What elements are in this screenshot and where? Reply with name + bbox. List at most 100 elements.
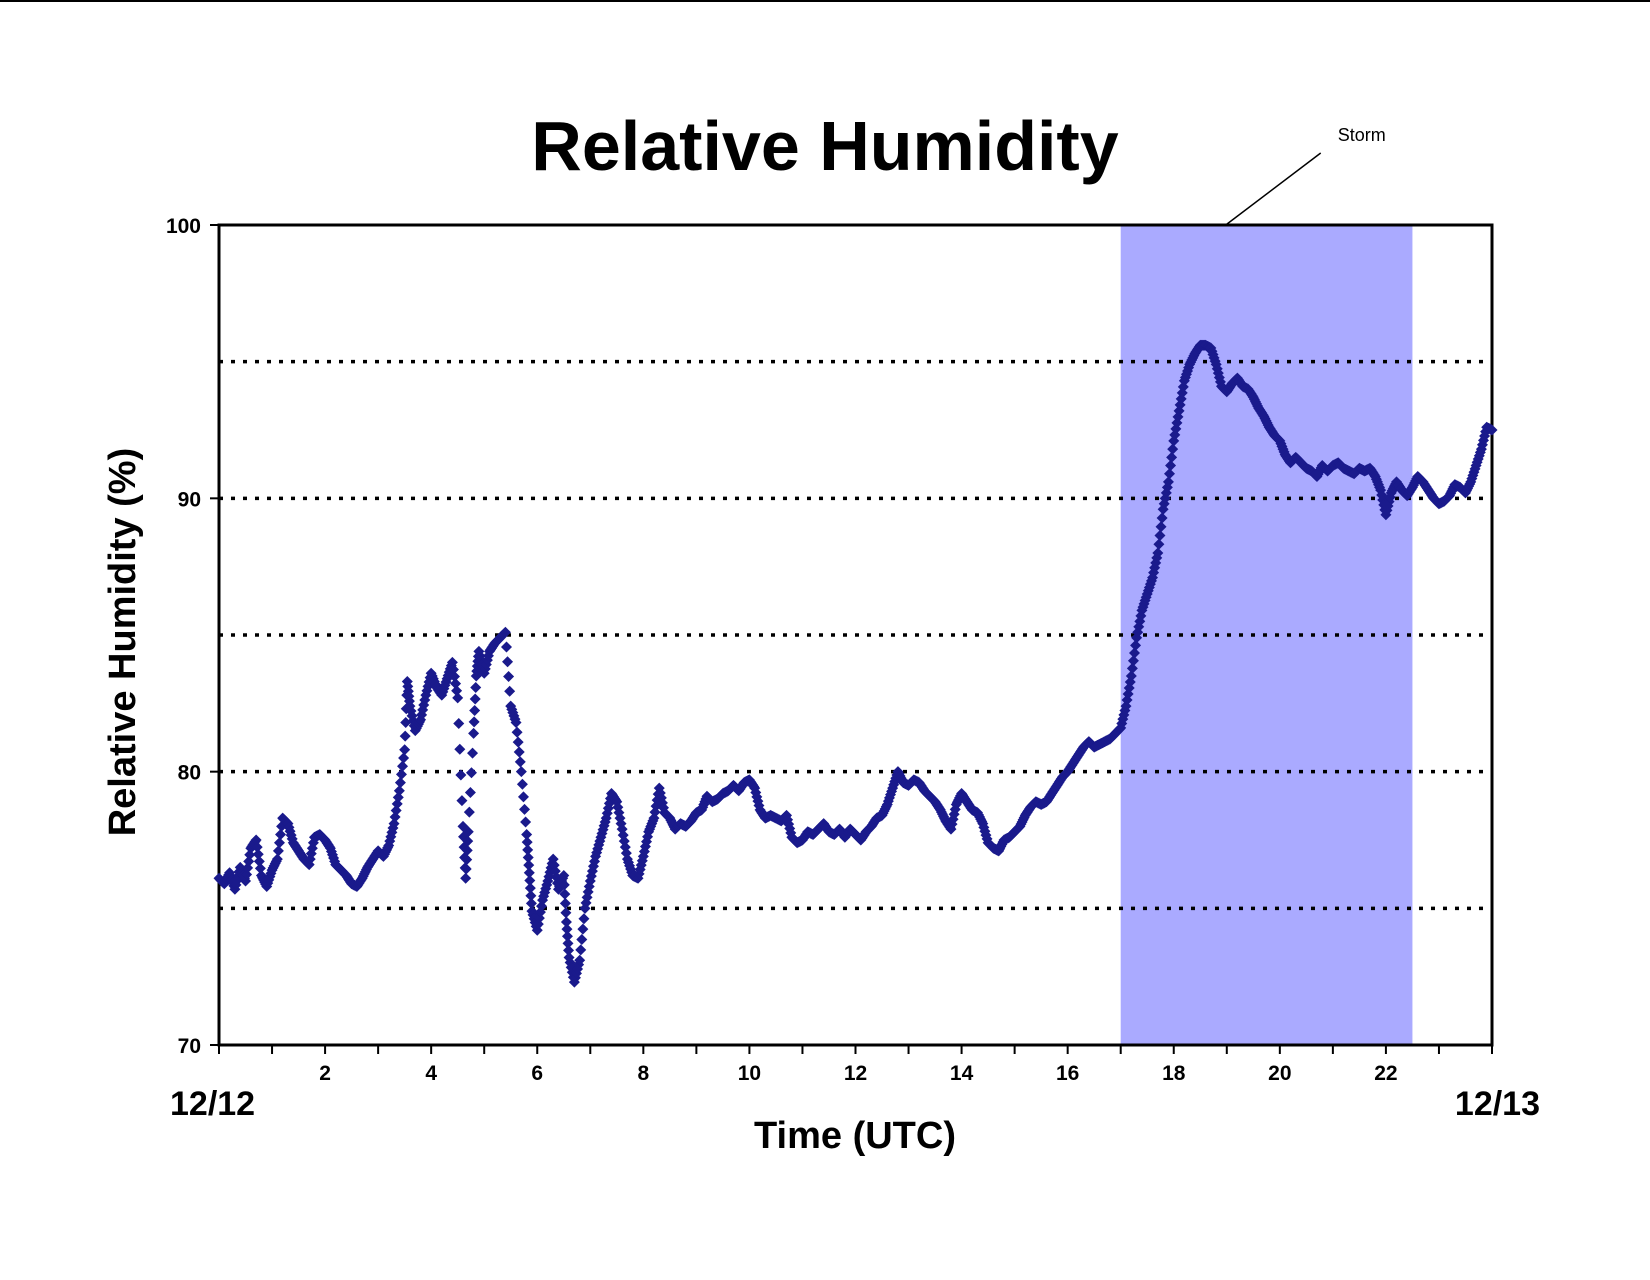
data-point [394,777,406,789]
x-tick-label: 22 [1374,1062,1397,1085]
end-date-label: 12/13 [1455,1085,1540,1123]
data-point [559,897,571,909]
data-point [399,730,411,742]
data-point [576,933,588,945]
x-tick-label: 10 [738,1062,761,1085]
data-point [561,923,573,935]
data-point [254,862,266,874]
x-tick-label: 20 [1268,1062,1291,1085]
y-tick-label: 90 [178,488,201,511]
x-tick-label: 18 [1162,1062,1186,1085]
data-point [558,870,570,882]
y-tick-label: 100 [166,215,201,238]
data-point [1164,468,1176,480]
data-point [559,888,571,900]
data-point [451,685,463,697]
data-point [577,923,589,935]
data-point [563,944,575,956]
data-point [503,671,515,683]
data-point [524,882,536,894]
data-point [522,844,534,856]
data-point [1166,451,1178,463]
data-point [399,744,411,756]
data-point [453,718,465,730]
data-point [1154,530,1166,542]
data-point [253,855,265,867]
data-point [560,907,572,919]
data-point [1165,460,1177,472]
data-point [504,685,516,697]
data-point [464,786,476,798]
data-point [558,879,570,891]
chart-title: Relative Humidity [531,107,1118,185]
data-point [1155,521,1167,533]
data-point [272,845,284,857]
data-point [393,785,405,797]
data-point [511,726,523,738]
x-tick-label: 12 [844,1062,867,1085]
data-point [461,844,473,856]
data-point [460,872,472,884]
data-point [499,626,511,638]
data-point [452,692,464,704]
data-point [502,656,514,668]
y-tick-label: 80 [178,762,201,785]
data-point [250,834,262,846]
data-point [512,736,524,748]
data-point [560,916,572,928]
data-point [1127,655,1139,667]
data-point [468,716,480,728]
data-point [447,663,459,675]
data-point [251,841,263,853]
data-point [1152,547,1164,559]
data-point [1128,647,1140,659]
data-point [520,816,532,828]
data-point [460,863,472,875]
axis-ticks: 2 4 6 8 10 12 14 16 18 20 22 70 80 90 100 [166,215,1493,1085]
data-point [515,766,527,778]
data-point [523,859,535,871]
data-point [1130,639,1142,651]
x-tick-label: 4 [425,1062,437,1085]
data-point [521,836,533,848]
data-point [1156,512,1168,524]
data-point [519,803,531,815]
data-point [521,829,533,841]
x-tick-label: 6 [531,1062,543,1085]
data-point [446,656,458,668]
data-point [397,760,409,772]
data-point [455,769,467,781]
data-point [516,778,528,790]
data-point [450,678,462,690]
storm-leader-line [1225,152,1322,226]
data-point [562,937,574,949]
storm-label: Storm [1338,125,1386,145]
x-tick-label: 16 [1056,1062,1079,1085]
data-point [462,826,474,838]
data-point [1162,476,1174,488]
data-point [395,768,407,780]
data-point [500,641,512,653]
data-point [400,716,412,728]
data-point [462,835,474,847]
data-point [514,756,526,768]
y-tick-label: 70 [178,1035,201,1058]
data-point [1486,424,1498,436]
start-date-label: 12/12 [170,1085,255,1123]
data-point [454,743,466,755]
data-point [513,746,525,758]
data-point [525,897,537,909]
data-point [398,752,410,764]
data-point [522,851,534,863]
data-point [1153,538,1165,550]
x-axis-label: Time (UTC) [754,1115,956,1157]
data-point [469,704,481,716]
data-point [574,954,586,966]
data-point [561,930,573,942]
x-tick-label: 2 [319,1062,331,1085]
data-point [275,829,287,841]
data-point [517,791,529,803]
data-points [213,339,1498,988]
